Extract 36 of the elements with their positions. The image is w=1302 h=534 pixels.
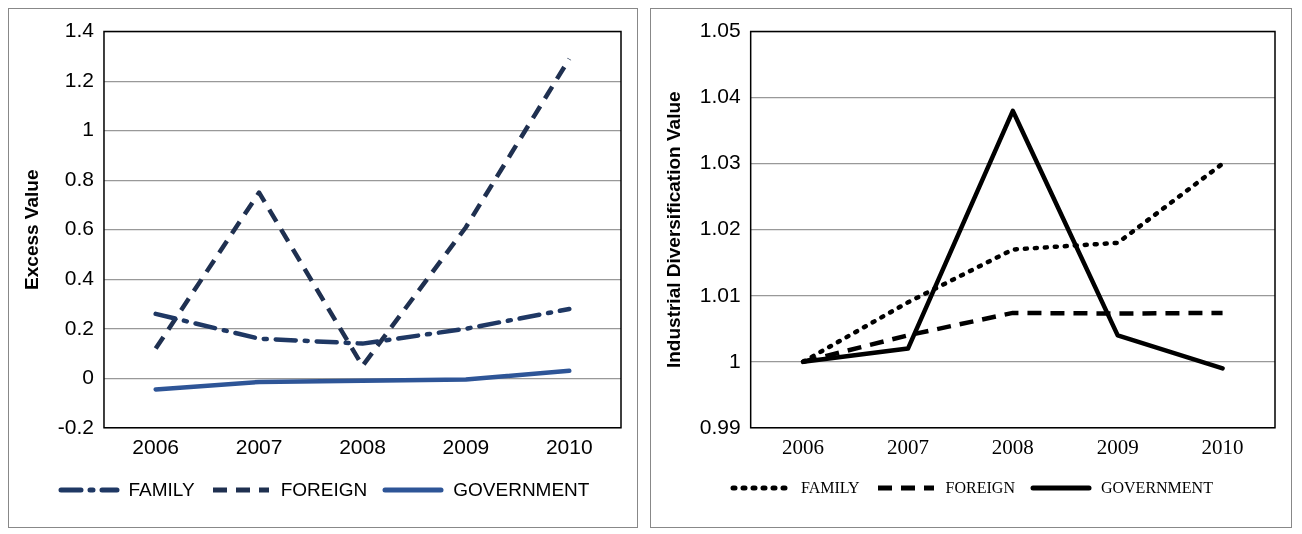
y-tick-label: 1.04 (699, 84, 741, 108)
y-tick-label: 0 (82, 365, 94, 389)
y-tick-label: 0.6 (64, 216, 94, 240)
y-tick-label: -0.2 (57, 414, 94, 438)
legend-label: GOVERNMENT (1100, 479, 1213, 497)
x-tick-label: 2006 (782, 434, 825, 459)
y-axis-title: Excess Value (20, 169, 42, 290)
y-tick-label: 1.01 (699, 282, 741, 306)
y-tick-label: 1 (82, 117, 94, 141)
x-tick-label: 2006 (132, 435, 180, 459)
y-tick-label: 1.2 (64, 67, 94, 91)
y-tick-label: 1.4 (64, 18, 95, 42)
y-tick-label: 0.99 (699, 414, 741, 438)
y-tick-label: 1.03 (699, 150, 741, 174)
y-axis-title: Industrial Diversification Value (662, 91, 684, 369)
y-tick-label: 0.4 (64, 266, 95, 290)
x-tick-label: 2010 (545, 435, 593, 459)
line-series (153, 306, 572, 346)
line-series (153, 56, 572, 369)
y-tick-label: 1.02 (699, 216, 741, 240)
x-tick-label: 2009 (1096, 434, 1139, 459)
x-tick-label: 2007 (886, 434, 929, 459)
x-tick-label: 2007 (235, 435, 283, 459)
legend-label: FAMILY (128, 479, 195, 501)
legend-label: FOREIGN (945, 479, 1015, 497)
y-tick-label: 1.05 (699, 18, 741, 42)
x-tick-label: 2010 (1201, 434, 1244, 459)
y-tick-label: 1 (728, 348, 741, 372)
x-tick-label: 2008 (339, 435, 386, 459)
x-tick-label: 2009 (442, 435, 490, 459)
y-tick-label: 0.2 (64, 315, 94, 339)
legend-label: FOREIGN (280, 479, 368, 501)
x-tick-label: 2008 (991, 434, 1034, 459)
legend-label: GOVERNMENT (453, 479, 590, 501)
y-tick-label: 0.8 (64, 166, 94, 190)
legend-label: FAMILY (801, 479, 860, 497)
